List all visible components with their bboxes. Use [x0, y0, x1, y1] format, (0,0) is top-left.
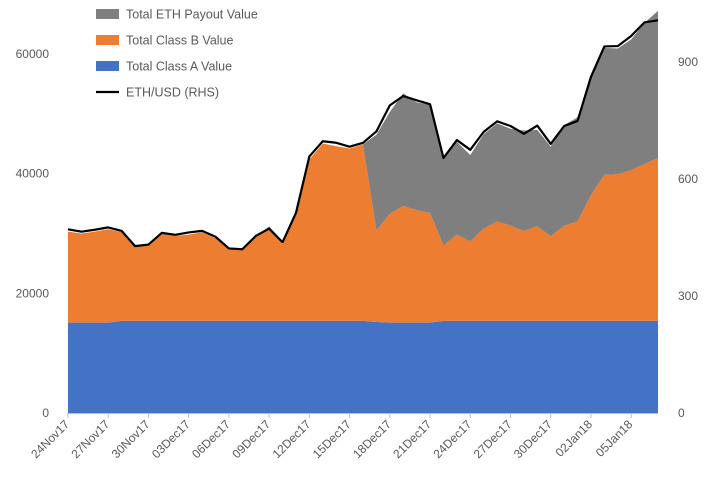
eth-usd-rhs-legend-label: ETH/USD (RHS): [126, 86, 219, 100]
y-right-tick-label: 600: [678, 172, 698, 186]
x-tick-label: 18Dec17: [350, 417, 394, 461]
total-class-b-value-legend-swatch: [96, 35, 119, 45]
x-tick-label: 05Jan18: [593, 417, 636, 460]
x-tick-label: 21Dec17: [390, 417, 434, 461]
y-left-tick-label: 0: [42, 406, 49, 420]
eth-usd-line: [67, 19, 659, 251]
y-left-tick-label: 40000: [16, 167, 50, 181]
x-tick-label: 06Dec17: [189, 417, 233, 461]
x-tick-label: 24Nov17: [28, 417, 72, 461]
y-right-tick-label: 900: [678, 55, 698, 69]
total-eth-payout-value-legend-label: Total ETH Payout Value: [126, 8, 258, 22]
x-tick-label: 24Dec17: [431, 417, 475, 461]
y-left-tick-label: 20000: [16, 286, 50, 300]
total-class-a-value-area: [68, 320, 658, 413]
total-eth-payout-value-legend-swatch: [96, 9, 119, 19]
y-right-tick-label: 300: [678, 289, 698, 303]
x-tick-label: 15Dec17: [310, 417, 354, 461]
x-tick-label: 30Nov17: [109, 417, 153, 461]
x-tick-label: 03Dec17: [149, 417, 193, 461]
x-tick-label: 09Dec17: [229, 417, 273, 461]
total-eth-payout-value-area: [68, 10, 658, 250]
total-class-a-value-legend-label: Total Class A Value: [126, 60, 232, 74]
y-left-tick-label: 60000: [16, 47, 50, 61]
area-layer: [68, 10, 658, 413]
line-layer: [67, 19, 659, 251]
legend: Total ETH Payout Value Total Class B Valu…: [96, 8, 258, 100]
x-tick-label: 27Dec17: [471, 417, 515, 461]
total-class-a-value-legend-swatch: [96, 61, 119, 71]
total-class-b-value-legend-label: Total Class B Value: [126, 34, 234, 48]
x-tick-label: 30Dec17: [511, 417, 555, 461]
x-tick-label: 27Nov17: [68, 417, 112, 461]
x-tick-label: 12Dec17: [270, 417, 314, 461]
y-right-tick-label: 0: [678, 406, 685, 420]
total-class-b-value-area: [68, 143, 658, 323]
x-tick-label: 02Jan18: [553, 417, 596, 460]
